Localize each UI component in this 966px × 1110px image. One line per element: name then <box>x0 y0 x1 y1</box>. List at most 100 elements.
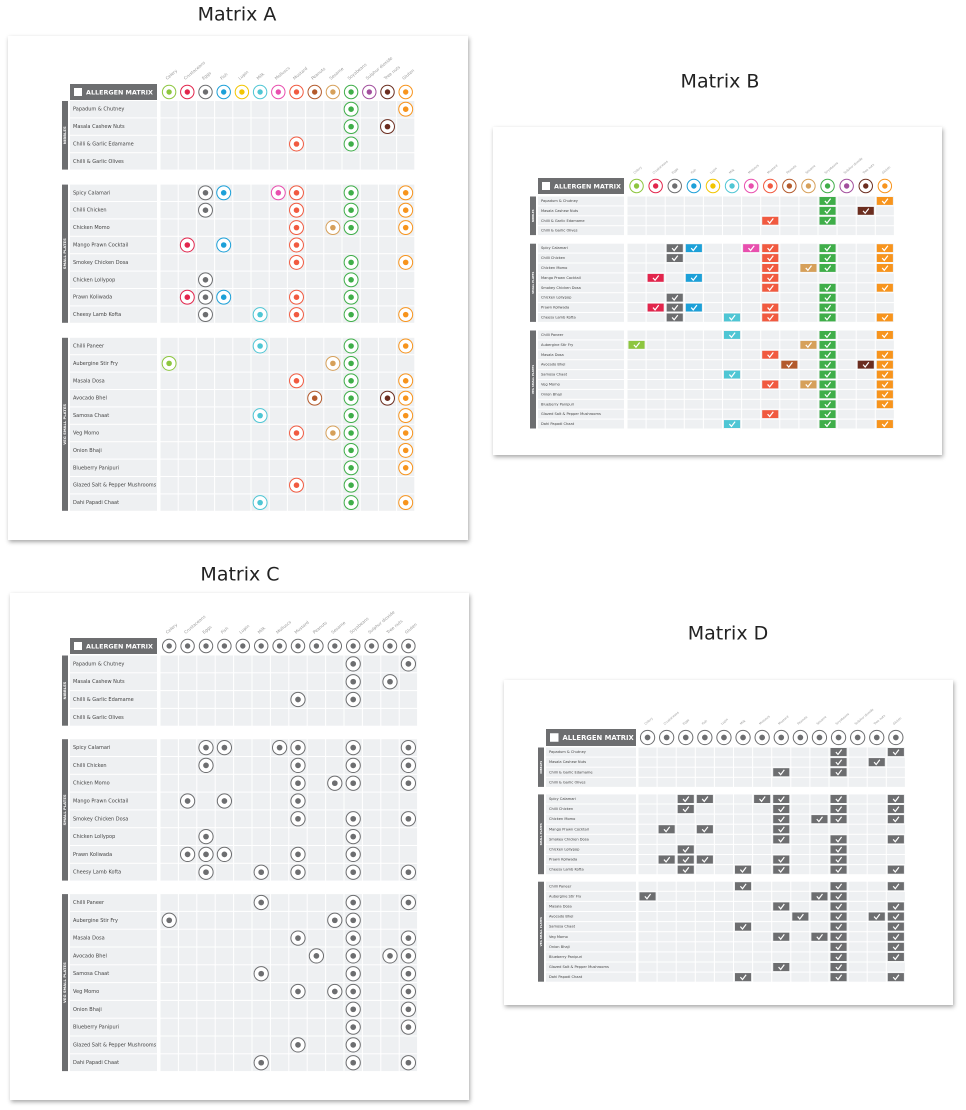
matrix-cell <box>665 216 684 226</box>
check-box <box>762 410 779 419</box>
allergen-icon-dot <box>663 734 670 741</box>
matrix-cell <box>399 708 418 726</box>
matrix-cell <box>178 828 197 845</box>
matrix-cell <box>381 757 399 774</box>
dish-cell <box>70 691 157 708</box>
matrix-cell <box>378 407 397 424</box>
check-tick <box>739 866 747 874</box>
matrix-cell <box>780 303 799 312</box>
check-mark <box>724 420 741 428</box>
mark-dot <box>405 869 412 876</box>
allergen-label: Lupin <box>720 717 729 725</box>
matrix-cell <box>287 337 306 355</box>
matrix-cell <box>234 655 252 673</box>
matrix-cell <box>657 912 676 922</box>
matrix-cell <box>160 236 178 254</box>
section-label: VEG SMALL PLATES <box>531 365 535 394</box>
check-mark <box>887 973 904 982</box>
matrix-cell <box>723 360 742 370</box>
matrix-cell <box>289 708 307 726</box>
matrix-cell <box>234 1000 252 1018</box>
check-tick <box>835 846 843 853</box>
mark-dot <box>295 1042 301 1048</box>
matrix-cell <box>362 774 381 792</box>
check-mark <box>819 293 836 302</box>
mark-dot <box>405 970 412 977</box>
matrix-cell <box>837 283 856 293</box>
check-tick <box>824 285 832 292</box>
mark-dot <box>348 395 354 401</box>
matrix-cell <box>324 184 342 201</box>
matrix-cell <box>780 313 799 322</box>
allergen-mark <box>198 828 214 845</box>
matrix-cell <box>251 101 269 118</box>
dish-cell <box>538 313 624 322</box>
matrix-cell <box>646 389 665 399</box>
matrix-cell <box>657 972 676 982</box>
matrix-cell <box>723 399 742 409</box>
matrix-cell <box>684 283 703 293</box>
matrix-cell <box>684 399 703 409</box>
allergen-mark <box>398 495 414 511</box>
check-tick <box>824 401 832 408</box>
dish-name: Samosa Chaat <box>73 413 109 419</box>
check-mark <box>735 973 752 982</box>
matrix-cell <box>734 912 753 922</box>
dish-cell <box>70 337 157 355</box>
matrix-cell <box>867 814 886 824</box>
matrix-cell <box>306 306 324 323</box>
matrix-cell <box>791 814 810 824</box>
allergen-mark <box>345 757 361 774</box>
section-label: SMALL PLATES <box>63 794 67 825</box>
dish-name: Prawn Koliwada <box>73 852 112 858</box>
check-tick <box>701 796 709 803</box>
matrix-cell <box>627 273 646 283</box>
matrix-cell <box>381 863 399 881</box>
matrix-cell <box>306 254 324 271</box>
matrix-cell <box>362 757 381 774</box>
matrix-cell <box>714 881 733 891</box>
matrix-cell <box>362 708 381 726</box>
dish-cell <box>538 370 624 379</box>
matrix-cell <box>324 153 342 170</box>
check-tick <box>881 198 889 205</box>
check-box <box>876 313 893 322</box>
check-tick <box>824 255 832 262</box>
matrix-cell <box>307 863 326 881</box>
check-tick <box>701 856 709 863</box>
allergen-icon-dot <box>221 89 227 95</box>
check-mark <box>868 912 885 921</box>
matrix-cell <box>324 254 342 271</box>
dish-cell <box>538 216 624 226</box>
dish-name: Chicken Lollypop <box>549 847 580 851</box>
matrix-cell <box>160 1018 178 1036</box>
check-box <box>792 912 809 921</box>
matrix-cell <box>215 894 234 911</box>
matrix-cell <box>289 911 307 929</box>
dish-cell <box>70 863 157 881</box>
mark-dot <box>258 869 265 876</box>
matrix-cell <box>753 912 772 922</box>
matrix-cell <box>233 118 251 135</box>
check-box <box>677 845 694 854</box>
allergen-mark <box>289 136 304 152</box>
section-bar <box>62 337 68 511</box>
check-box <box>887 902 904 911</box>
check-tick <box>759 796 766 803</box>
check-box <box>830 973 847 982</box>
matrix-cell <box>875 226 894 236</box>
allergen-mark <box>343 390 359 406</box>
allergen-label: Mustard <box>777 715 789 726</box>
matrix-cell <box>772 747 791 757</box>
mark-dot <box>293 259 300 266</box>
allergen-mark <box>290 739 306 756</box>
matrix-cell <box>178 372 196 389</box>
matrix-cell <box>646 196 665 206</box>
matrix-cell <box>627 360 646 370</box>
dish-cell <box>546 912 636 922</box>
check-tick <box>824 361 832 368</box>
check-mark <box>819 400 836 409</box>
allergen-mark <box>398 425 414 441</box>
mark-dot <box>184 851 191 858</box>
mark-dot <box>295 798 301 804</box>
